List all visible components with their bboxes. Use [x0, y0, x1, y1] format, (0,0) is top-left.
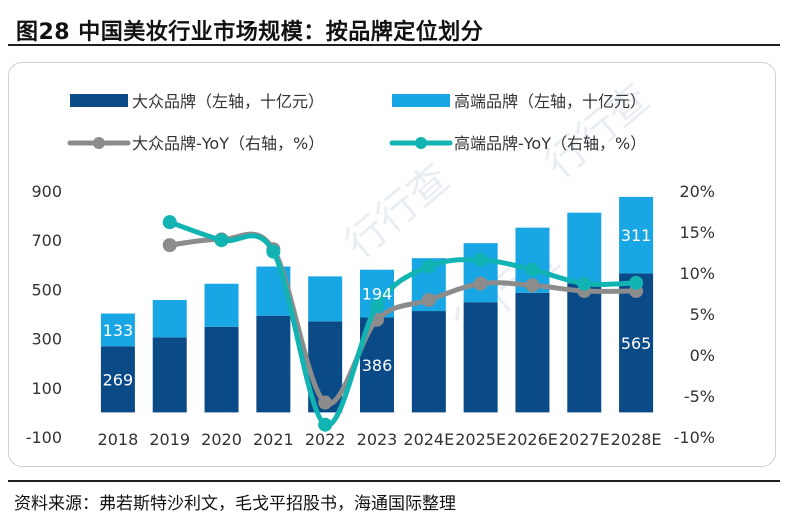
mass-yoy-point [421, 293, 436, 308]
y-left-tick-label: 500 [31, 280, 62, 299]
premium-bar [100, 313, 135, 347]
left-axis: -100 100 300 500 700 900 [26, 182, 62, 447]
source-rule [8, 480, 780, 482]
premium-yoy-point [214, 233, 229, 248]
premium-yoy-point [577, 276, 592, 291]
premium-bar [619, 196, 654, 274]
x-tick-label: 2025E [455, 430, 506, 449]
bar-data-label: 133 [103, 321, 134, 340]
mass-bar [256, 315, 291, 413]
mass-bar [567, 283, 602, 413]
y-left-tick-label: 900 [31, 182, 62, 201]
y-right-tick-label: 0% [690, 346, 715, 365]
mass-yoy-point [473, 276, 488, 291]
x-tick-label: 2027E [559, 430, 610, 449]
yoy-lines [162, 215, 644, 432]
y-right-tick-label: 15% [679, 223, 715, 242]
premium-bar [308, 276, 343, 322]
legend-label: 高端品牌（左轴，十亿元） [454, 92, 646, 111]
x-tick-label: 2026E [507, 430, 558, 449]
bar-data-label: 386 [362, 356, 393, 375]
y-left-tick-label: -100 [26, 428, 62, 447]
watermark-mark: 行行查 [337, 155, 458, 267]
y-right-tick-label: 20% [679, 182, 715, 201]
mass-bar [411, 311, 446, 413]
legend-marker-2 [93, 137, 105, 149]
premium-yoy-point [421, 259, 436, 274]
premium-yoy-point [370, 298, 384, 313]
mass-yoy-point [525, 278, 540, 293]
bar-data-label: 565 [621, 334, 652, 353]
premium-yoy-point [318, 417, 333, 432]
premium-yoy-point [525, 262, 540, 277]
bar-data-label: 194 [362, 285, 393, 304]
premium-yoy-point [162, 215, 177, 230]
y-left-tick-label: 300 [31, 330, 62, 349]
mass-yoy-point [318, 395, 333, 410]
y-right-tick-label: 5% [690, 305, 715, 324]
x-tick-label: 2020 [201, 430, 242, 449]
mass-yoy-line [167, 231, 639, 407]
premium-yoy-point [266, 244, 281, 259]
source-note: 资料来源：弗若斯特沙利文，毛戈平招股书，海通国际整理 [14, 494, 456, 514]
mass-bar [100, 346, 135, 413]
legend-label: 高端品牌-YoY（右轴，%） [454, 134, 646, 153]
legend-label: 大众品牌（左轴，十亿元） [132, 92, 324, 111]
premium-yoy-point [473, 252, 488, 267]
x-tick-label: 2024E [403, 430, 454, 449]
legend-marker-3 [415, 137, 427, 149]
y-right-tick-label: -5% [684, 387, 715, 406]
bar-data-label: 269 [103, 370, 134, 389]
mass-bar [515, 292, 550, 413]
mass-bar [463, 302, 498, 413]
y-left-tick-label: 700 [31, 231, 62, 250]
premium-bar [567, 212, 602, 284]
x-tick-label: 2021 [253, 430, 294, 449]
figure-title: 图28 中国美妆行业市场规模：按品牌定位划分 [16, 20, 484, 45]
y-left-tick-label: 100 [31, 379, 62, 398]
legend-label: 大众品牌-YoY（右轴，%） [132, 134, 324, 153]
right-axis: -10% -5% 0% 5% 10% 15% 20% [674, 182, 715, 447]
x-tick-label: 2028E [611, 430, 662, 449]
x-tick-label: 2023 [357, 430, 398, 449]
x-tick-label: 2019 [149, 430, 190, 449]
data-labels: 269 133 386 194 565 311 [103, 226, 652, 389]
mass-bar [204, 326, 239, 413]
legend-swatch-1 [392, 94, 450, 107]
premium-yoy-line [167, 219, 639, 428]
premium-bar [152, 299, 187, 338]
legend-swatch-0 [70, 94, 128, 107]
y-right-tick-label: -10% [674, 428, 715, 447]
bar-data-label: 311 [621, 226, 652, 245]
mass-bar [152, 337, 187, 413]
legend: 大众品牌（左轴，十亿元） 高端品牌（左轴，十亿元） 大众品牌-YoY（右轴，%） 高端… [67, 92, 646, 153]
mass-yoy-point [162, 238, 177, 253]
x-axis: 2018 2019 2020 2021 2022 2023 2024E 2025E 2026E 2… [98, 430, 662, 449]
premium-yoy-point [629, 275, 644, 290]
premium-bar [204, 283, 239, 327]
x-tick-label: 2022 [305, 430, 346, 449]
x-tick-label: 2018 [98, 430, 139, 449]
title-rule [8, 44, 780, 46]
premium-bar [463, 243, 498, 303]
y-right-tick-label: 10% [679, 264, 715, 283]
bars [100, 196, 654, 413]
